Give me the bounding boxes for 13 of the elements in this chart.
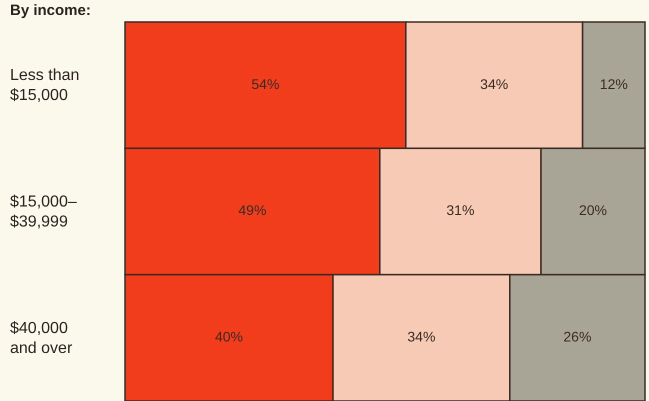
- chart-title: By income:: [10, 2, 91, 19]
- data-label: 34%: [407, 328, 436, 345]
- data-label: 20%: [578, 202, 608, 218]
- data-label: 54%: [251, 76, 280, 92]
- y-tick-label: $40,000 and over: [10, 320, 73, 357]
- data-label: 34%: [480, 76, 508, 92]
- y-tick-label: Less than $15,000: [10, 67, 80, 104]
- data-label: 40%: [214, 328, 244, 345]
- data-label: 31%: [446, 202, 474, 218]
- y-tick-label: $15,000– $39,999: [10, 194, 77, 230]
- data-label: 12%: [600, 76, 628, 92]
- data-label: 26%: [563, 328, 592, 345]
- data-label: 49%: [238, 202, 266, 218]
